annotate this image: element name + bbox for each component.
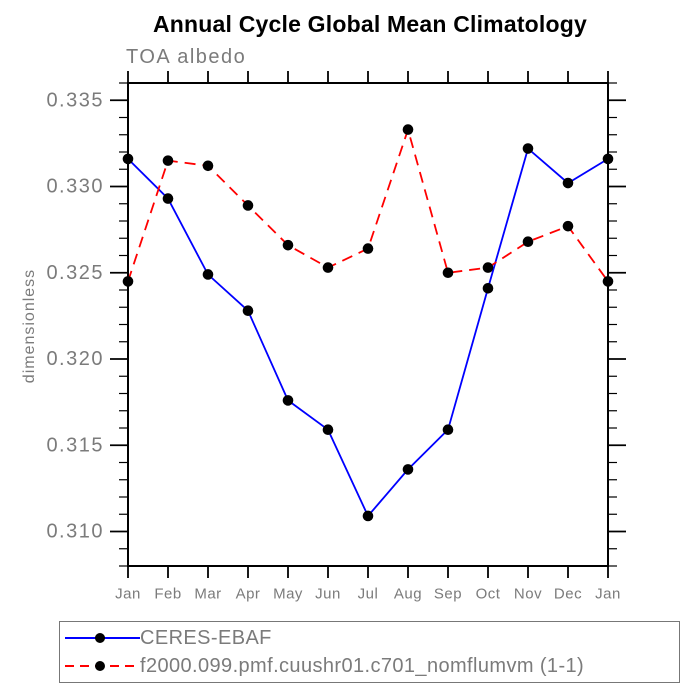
data-point-marker [162,193,174,204]
data-point-marker [242,200,254,211]
data-point-marker [562,220,574,232]
legend-label: f2000.099.pmf.cuushr01.c701_nomflumvm (1… [140,655,585,678]
x-tick-label: Jan [115,586,141,603]
x-tick-label: Nov [514,586,542,603]
chart-title: Annual Cycle Global Mean Climatology [152,11,588,37]
data-point-marker [282,395,294,406]
data-point-marker [602,153,614,165]
data-point-marker [362,243,374,254]
legend-row: CERES-EBAF [65,625,679,651]
data-point-marker [482,282,494,294]
y-tick-label: 0.320 [46,348,104,370]
data-point-marker [562,177,574,189]
data-point-marker [322,262,334,273]
data-point-marker [282,239,294,251]
data-point-marker [442,267,454,279]
legend-row: f2000.099.pmf.cuushr01.c701_nomflumvm (1… [65,653,679,679]
data-point-marker [602,276,614,287]
x-tick-label: Oct [476,586,501,603]
y-tick-label: 0.325 [46,262,104,284]
data-point-marker [402,464,414,475]
x-tick-label: May [273,586,303,603]
data-point-marker [322,424,334,436]
data-point-marker [362,510,374,522]
legend-line-sample-dashed [65,661,140,672]
legend-label: CERES-EBAF [140,626,272,649]
data-point-marker [202,269,214,280]
data-point-marker [202,160,214,172]
data-point-marker [522,236,534,247]
legend-line-sample-solid [65,632,140,643]
data-point-marker [242,305,254,317]
y-tick-label: 0.335 [46,89,104,111]
legend-box: CERES-EBAF f2000.099.pmf.cuushr01.c701_n… [59,621,680,683]
data-point-marker [162,155,174,166]
x-tick-label: Dec [554,586,582,603]
data-point-marker [122,153,134,165]
x-tick-label: Aug [394,586,422,603]
legend-marker-dot-icon [95,632,105,643]
series-line-ceres-ebaf [127,146,609,518]
x-tick-label: Sep [434,586,462,603]
y-tick-label: 0.315 [46,434,104,456]
data-point-marker [122,276,134,287]
data-point-marker [442,424,454,436]
x-tick-label: Jul [358,586,379,603]
data-point-marker [402,124,414,135]
x-tick-label: Apr [236,586,261,603]
data-point-marker [482,262,494,273]
y-tick-label: 0.310 [46,521,104,543]
y-tick-label: 0.330 [46,176,104,198]
x-tick-label: Mar [194,586,221,603]
chart-subtitle: TOA albedo [126,46,247,68]
x-tick-label: Jan [595,586,621,603]
x-tick-label: Feb [154,586,181,603]
data-point-marker [522,143,534,154]
legend-marker-dot-icon [95,661,105,672]
x-tick-label: Jun [315,586,341,603]
